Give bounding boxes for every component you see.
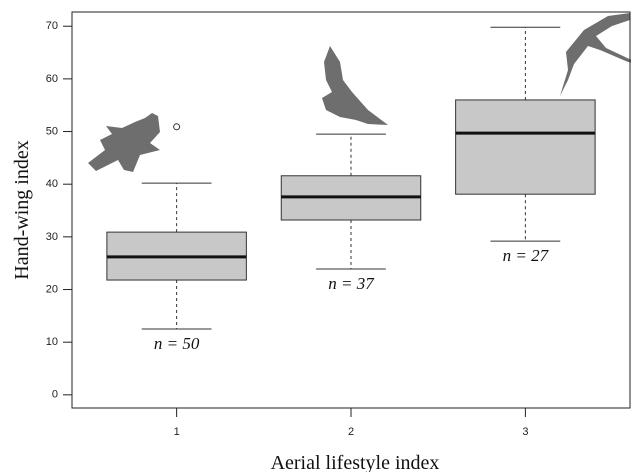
chart: Aerial lifestyle index Hand-wing index 0… <box>0 0 631 472</box>
y-tick-label: 70 <box>46 20 58 32</box>
x-tick-label: 3 <box>522 426 528 438</box>
box <box>456 100 596 194</box>
y-axis-label: Hand-wing index <box>11 140 33 279</box>
x-tick-label: 1 <box>174 426 180 438</box>
x-axis-label: Aerial lifestyle index <box>271 452 440 472</box>
y-tick-label: 50 <box>46 125 58 137</box>
outlier <box>174 124 180 130</box>
y-tick-label: 40 <box>46 178 58 190</box>
y-tick-label: 20 <box>46 283 58 295</box>
sample-size-label: n = 37 <box>328 274 375 293</box>
y-tick-label: 0 <box>52 389 58 401</box>
sample-size-label: n = 50 <box>154 334 200 353</box>
y-tick-label: 60 <box>46 73 58 85</box>
sample-size-label: n = 27 <box>503 246 550 265</box>
y-tick-label: 30 <box>46 231 58 243</box>
y-tick-label: 10 <box>46 336 58 348</box>
x-tick-label: 2 <box>348 426 354 438</box>
